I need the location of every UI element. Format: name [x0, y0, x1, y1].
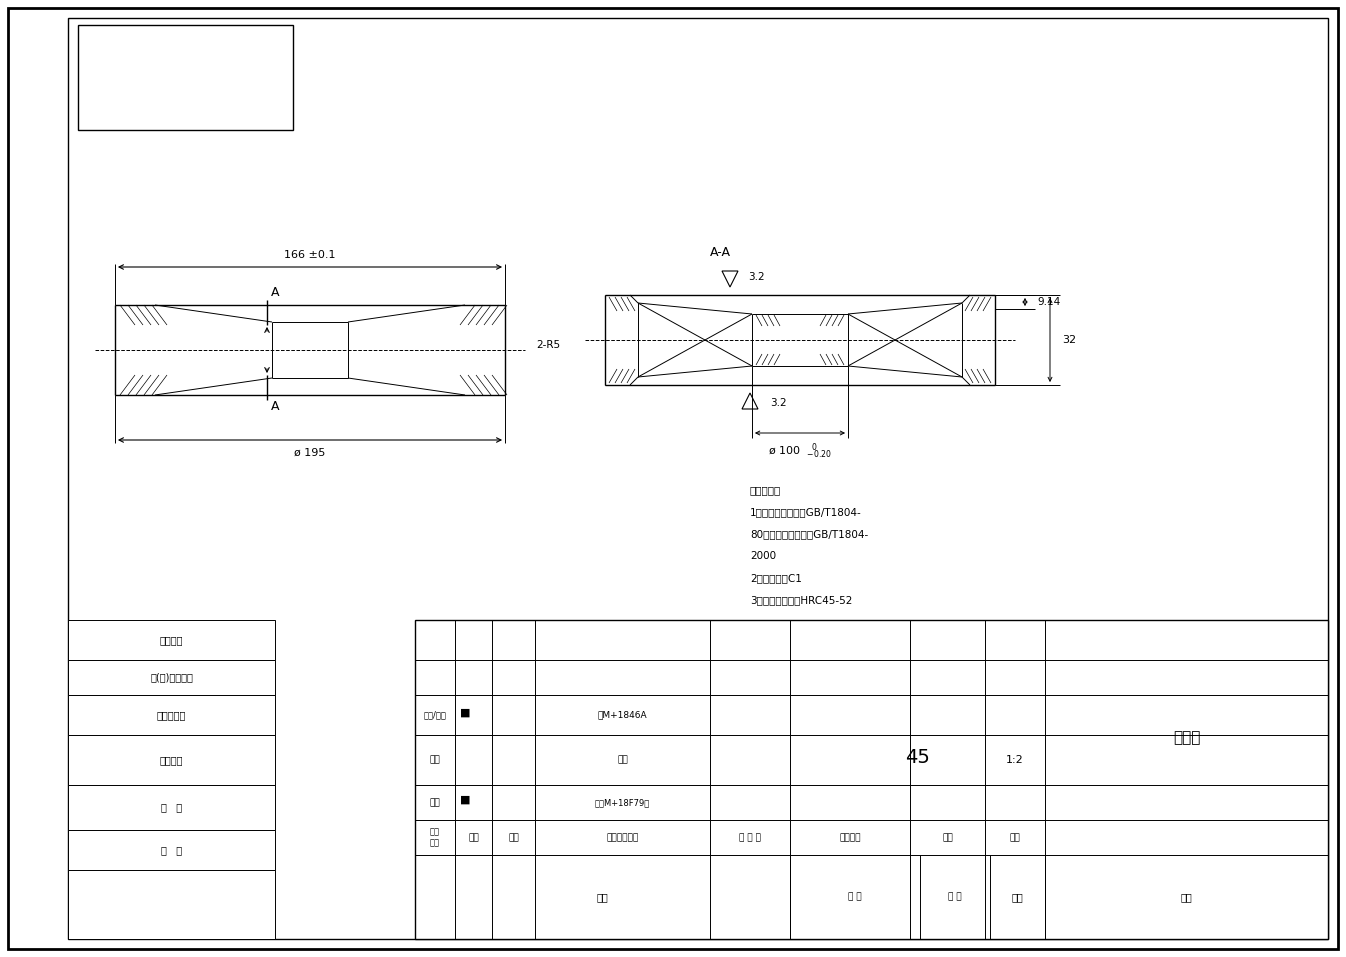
Text: 签   字: 签 字: [162, 803, 182, 812]
Bar: [69, 620, 275, 660]
Bar: [69, 785, 275, 830]
Text: 旧底图刻号: 旧底图刻号: [157, 710, 186, 720]
Text: 共 计: 共 计: [848, 893, 861, 901]
Text: A: A: [271, 286, 279, 300]
Text: 3、材料淬火处理HRC45-52: 3、材料淬火处理HRC45-52: [750, 595, 852, 605]
Bar: [415, 620, 1329, 939]
Bar: [69, 735, 275, 785]
Bar: [69, 695, 275, 735]
Text: 阶段标记: 阶段标记: [840, 833, 860, 842]
Text: 替代: 替代: [1180, 892, 1193, 902]
Text: 日   期: 日 期: [162, 845, 182, 855]
Text: 2、未注倒角C1: 2、未注倒角C1: [750, 573, 802, 583]
Text: 第 计: 第 计: [948, 893, 962, 901]
Text: 2-R5: 2-R5: [536, 340, 560, 350]
Text: 1、未注尺寸公差按GB/T1804-: 1、未注尺寸公差按GB/T1804-: [750, 507, 861, 517]
Text: 零件代号: 零件代号: [160, 635, 183, 645]
Text: ø 195: ø 195: [295, 448, 326, 458]
Text: 技术要求：: 技术要求：: [750, 485, 781, 495]
Bar: [78, 25, 293, 130]
Text: A: A: [271, 400, 279, 413]
Text: 定滑轮: 定滑轮: [1172, 730, 1201, 745]
Bar: [69, 830, 275, 870]
Bar: [69, 870, 275, 939]
Text: 版本: 版本: [1012, 892, 1023, 902]
Text: 上M+1846A: 上M+1846A: [598, 710, 647, 720]
Text: 3.2: 3.2: [748, 272, 765, 282]
Text: 更改文件号名: 更改文件号名: [607, 833, 638, 842]
Text: ■: ■: [460, 708, 471, 718]
Text: 阶段
标记: 阶段 标记: [429, 828, 440, 847]
Text: 借(通)用件登记: 借(通)用件登记: [149, 673, 192, 682]
Text: 2000: 2000: [750, 551, 777, 561]
Text: 设计: 设计: [429, 798, 440, 807]
Text: 工数: 工数: [468, 833, 479, 842]
Text: 166 ±0.1: 166 ±0.1: [284, 250, 335, 260]
Text: 审核M+18F79化: 审核M+18F79化: [595, 798, 650, 807]
Text: 3.2: 3.2: [770, 398, 786, 408]
Text: 1:2: 1:2: [1005, 755, 1024, 765]
Text: ø 100  $^{\ \ 0}_{-0.20}$: ø 100 $^{\ \ 0}_{-0.20}$: [769, 441, 832, 461]
Bar: [69, 660, 275, 695]
Text: 校核: 校核: [429, 755, 440, 765]
Text: 批准: 批准: [596, 892, 608, 902]
Text: 比例: 比例: [1010, 833, 1020, 842]
Text: ■: ■: [460, 795, 471, 805]
Text: 底图刻号: 底图刻号: [160, 755, 183, 765]
Text: 年 月 日: 年 月 日: [739, 833, 760, 842]
Text: 80，未注形状公差按GB/T1804-: 80，未注形状公差按GB/T1804-: [750, 529, 868, 539]
Text: 45: 45: [905, 748, 930, 767]
Text: A-A: A-A: [709, 247, 731, 259]
Text: 分区: 分区: [509, 833, 518, 842]
Text: 工具: 工具: [616, 755, 627, 765]
Text: 32: 32: [1062, 335, 1075, 345]
Text: 主管/审核: 主管/审核: [424, 710, 447, 720]
Text: 数量: 数量: [942, 833, 953, 842]
Text: 9.14: 9.14: [1036, 297, 1061, 307]
